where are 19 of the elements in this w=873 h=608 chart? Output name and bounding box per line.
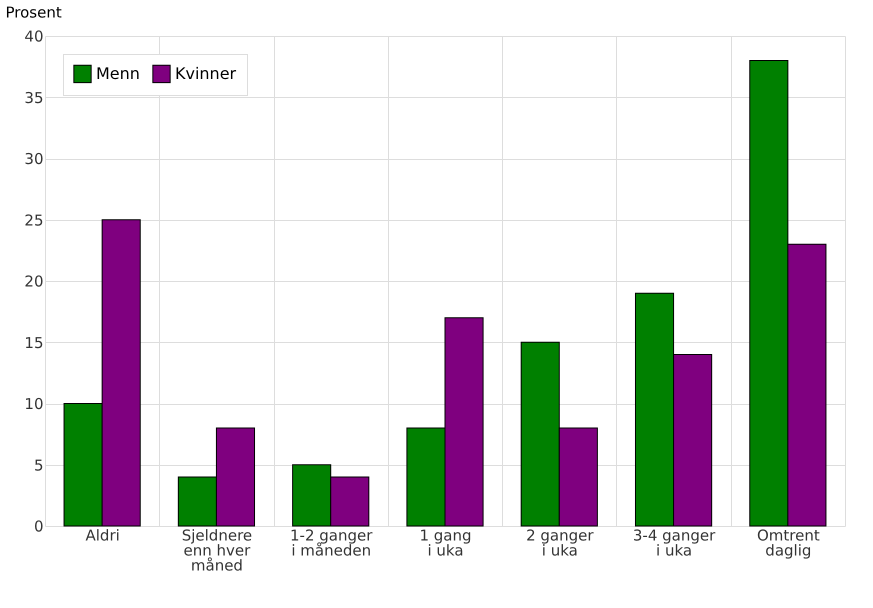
y-tick-label: 25 xyxy=(24,211,44,230)
y-tick-label: 5 xyxy=(34,456,44,474)
x-tick-label: 1 gang i uka xyxy=(419,526,472,560)
y-tick-label: 10 xyxy=(24,395,44,413)
y-tick-label: 0 xyxy=(34,518,44,536)
legend-label: Menn xyxy=(96,64,140,83)
x-tick-label: Sjeldnere enn hver måned xyxy=(182,526,252,574)
x-tick-label: 1-2 ganger i måneden xyxy=(290,526,374,560)
y-axis-title: Prosent xyxy=(6,4,62,22)
y-tick-label: 30 xyxy=(24,150,44,168)
x-tick-label: Aldri xyxy=(85,526,120,544)
legend-label: Kvinner xyxy=(175,64,237,83)
x-tick-label: Omtrent daglig xyxy=(756,526,820,560)
y-tick-label: 40 xyxy=(24,28,44,46)
y-tick-label: 20 xyxy=(24,272,44,290)
y-tick-label: 35 xyxy=(24,88,44,107)
x-tick-label: 3-4 ganger i uka xyxy=(632,526,716,560)
x-tick-label: 2 ganger i uka xyxy=(526,526,594,560)
y-tick-label: 15 xyxy=(24,334,44,352)
